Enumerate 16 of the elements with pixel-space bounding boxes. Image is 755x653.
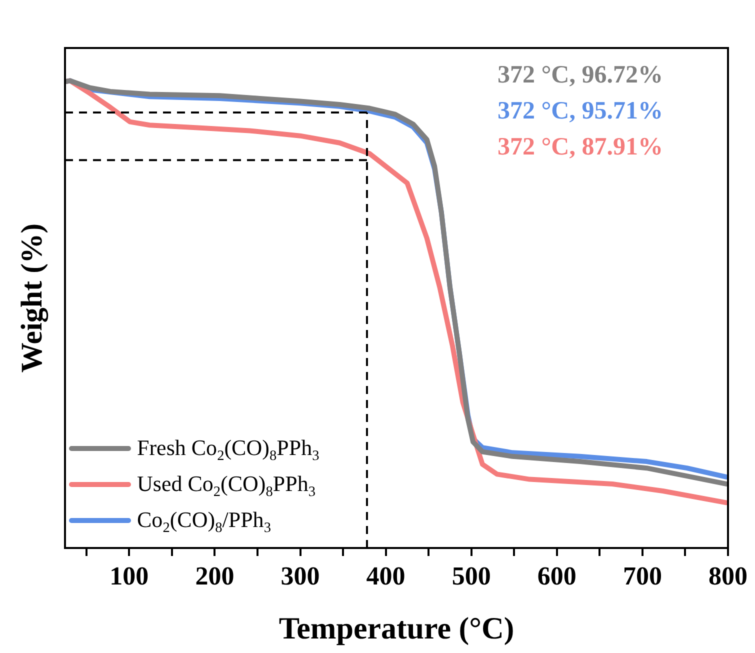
annotation: 372 °C, 96.72% bbox=[497, 61, 663, 88]
x-axis-title: Temperature (°C) bbox=[278, 610, 514, 646]
x-tick-label: 500 bbox=[452, 561, 491, 590]
annotation: 372 °C, 95.71% bbox=[497, 97, 663, 124]
y-axis-title: Weight (%) bbox=[15, 223, 50, 373]
x-tick-label: 300 bbox=[280, 561, 320, 590]
x-tick-label: 800 bbox=[708, 561, 748, 590]
x-tick-label: 100 bbox=[110, 561, 149, 590]
legend-label: Used Co$_{2}$(CO)$_{8}$PPh$_{3}$ bbox=[137, 470, 316, 502]
legend-label: Fresh Co$_{2}$(CO)$_{8}$PPh$_{3}$ bbox=[137, 434, 320, 466]
x-tick-label: 400 bbox=[366, 561, 406, 590]
annotation: 372 °C, 87.91% bbox=[497, 133, 663, 160]
x-tick-label: 200 bbox=[195, 561, 234, 590]
x-tick-label: 600 bbox=[537, 561, 576, 590]
x-tick-label: 700 bbox=[622, 561, 662, 590]
legend-label: Co$_{2}$(CO)$_{8}$/PPh$_{3}$ bbox=[137, 506, 271, 538]
